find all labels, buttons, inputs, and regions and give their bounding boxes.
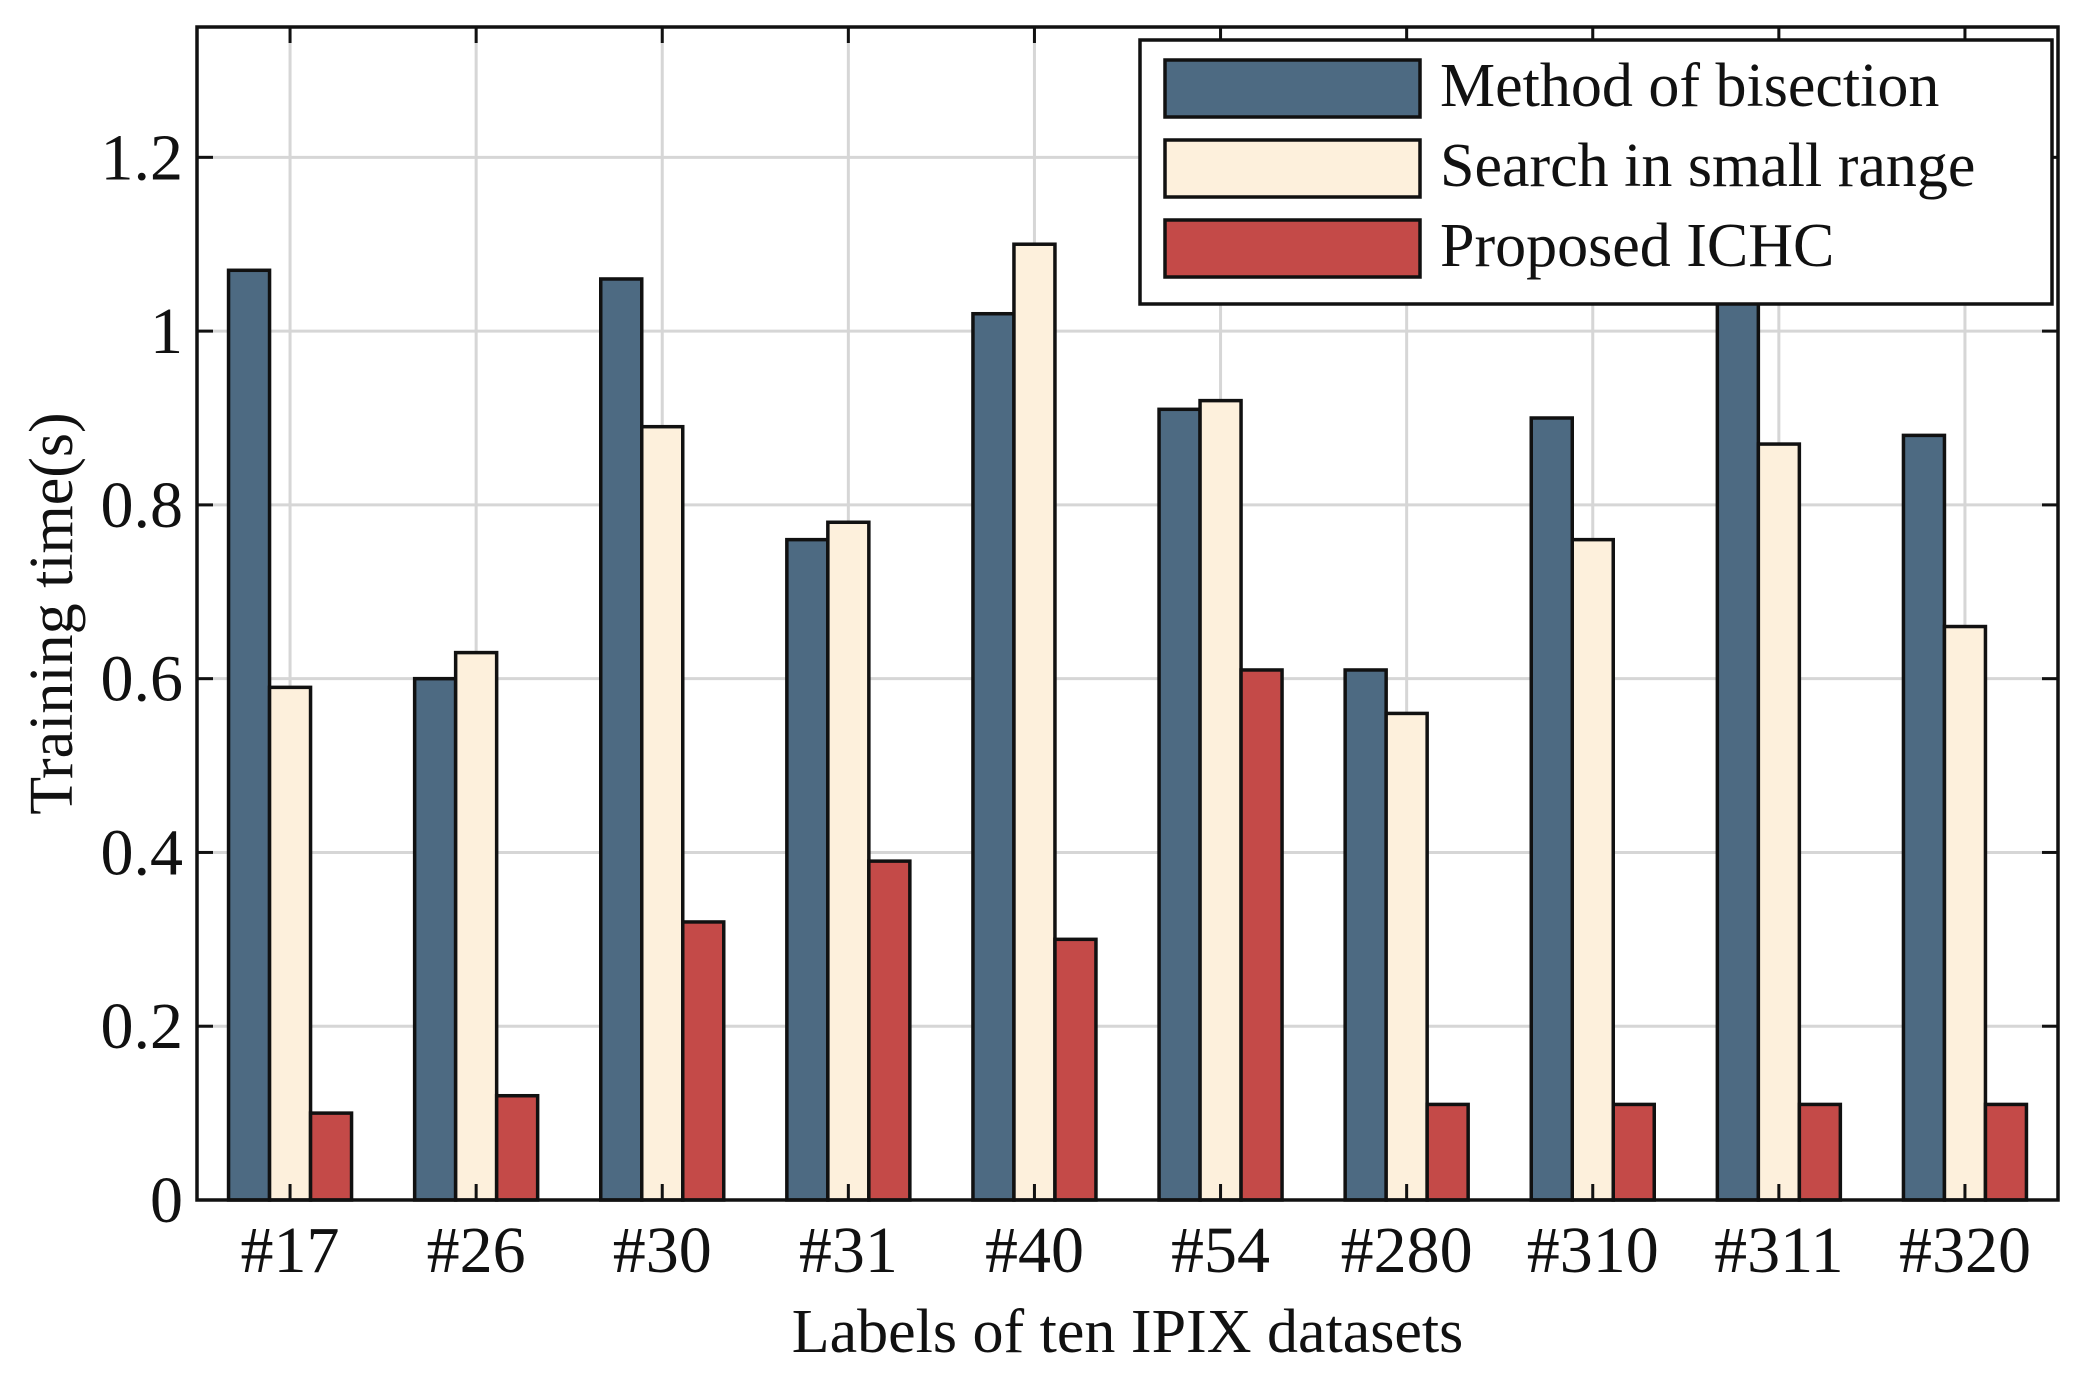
bar-search-in-small-range-310 (1570, 537, 1615, 1202)
legend-label: Search in small range (1440, 132, 1975, 200)
bar-method-of-bisection-26 (412, 676, 458, 1202)
bar-search-in-small-range-17 (267, 685, 313, 1202)
bar-search-in-small-range-320 (1942, 624, 1988, 1202)
bar-proposed-ichc-31 (867, 859, 912, 1202)
bar-proposed-ichc-26 (494, 1093, 540, 1202)
y-tick-label: 0.6 (101, 643, 184, 716)
legend-swatch (1163, 138, 1422, 199)
axis-ticks: 0 0.2 0.4 0.6 0.8 1 1.2 #17 #26 #30 #31 #40 #54 #280 #… (101, 27, 2058, 1287)
bar-search-in-small-range-311 (1756, 442, 1802, 1202)
y-tick-label: 0 (150, 1164, 183, 1237)
bar-proposed-ichc-310 (1611, 1102, 1656, 1202)
x-tick-label: #31 (799, 1214, 898, 1287)
bar-method-of-bisection-310 (1529, 416, 1574, 1202)
plot-frame (195, 25, 2060, 1202)
bar-search-in-small-range-280 (1384, 711, 1429, 1202)
bar-method-of-bisection-30 (599, 277, 644, 1202)
x-tick-label: #54 (1171, 1214, 1270, 1287)
bar-search-in-small-range-31 (826, 520, 871, 1202)
bar-method-of-bisection-31 (785, 537, 830, 1202)
x-tick-label: #310 (1527, 1214, 1659, 1287)
bar-method-of-bisection-311 (1715, 294, 1761, 1202)
y-tick-label: 1.2 (101, 121, 184, 194)
y-tick-label: 0.2 (101, 990, 184, 1063)
legend-label: Method of bisection (1440, 52, 1939, 120)
bar-method-of-bisection-40 (971, 311, 1016, 1202)
bar-proposed-ichc-311 (1797, 1102, 1843, 1202)
legend: Method of bisection Search in small range… (1138, 38, 2054, 306)
y-tick-label: 1 (150, 295, 183, 368)
bar-method-of-bisection-280 (1343, 668, 1388, 1202)
bar-method-of-bisection-17 (226, 268, 272, 1202)
bar-proposed-ichc-280 (1425, 1102, 1470, 1202)
bar-method-of-bisection-54 (1157, 407, 1202, 1202)
x-tick-label: #30 (613, 1214, 712, 1287)
bar-search-in-small-range-54 (1198, 398, 1243, 1202)
x-tick-label: #17 (241, 1214, 340, 1287)
bar-proposed-ichc-30 (681, 920, 726, 1202)
bars (226, 242, 2029, 1202)
bar-search-in-small-range-30 (640, 424, 685, 1202)
bar-proposed-ichc-40 (1053, 937, 1098, 1202)
x-axis-label: Labels of ten IPIX datasets (792, 1298, 1463, 1366)
y-axis-label: Training time(s) (18, 412, 86, 814)
x-tick-label: #320 (1899, 1214, 2031, 1287)
x-tick-label: #311 (1714, 1214, 1844, 1287)
bar-search-in-small-range-26 (453, 650, 499, 1202)
bar-method-of-bisection-320 (1901, 433, 1947, 1202)
bar-proposed-ichc-320 (1983, 1102, 2029, 1202)
x-tick-label: #26 (427, 1214, 526, 1287)
y-tick-label: 0.4 (101, 816, 184, 889)
legend-label: Proposed ICHC (1440, 212, 1834, 280)
x-tick-label: #280 (1341, 1214, 1473, 1287)
bar-search-in-small-range-40 (1012, 242, 1057, 1202)
bar-proposed-ichc-54 (1239, 668, 1284, 1202)
legend-swatch (1163, 58, 1422, 119)
legend-swatch (1163, 218, 1422, 279)
bar-proposed-ichc-17 (308, 1111, 354, 1202)
y-tick-label: 0.8 (101, 469, 184, 542)
x-tick-label: #40 (985, 1214, 1084, 1287)
